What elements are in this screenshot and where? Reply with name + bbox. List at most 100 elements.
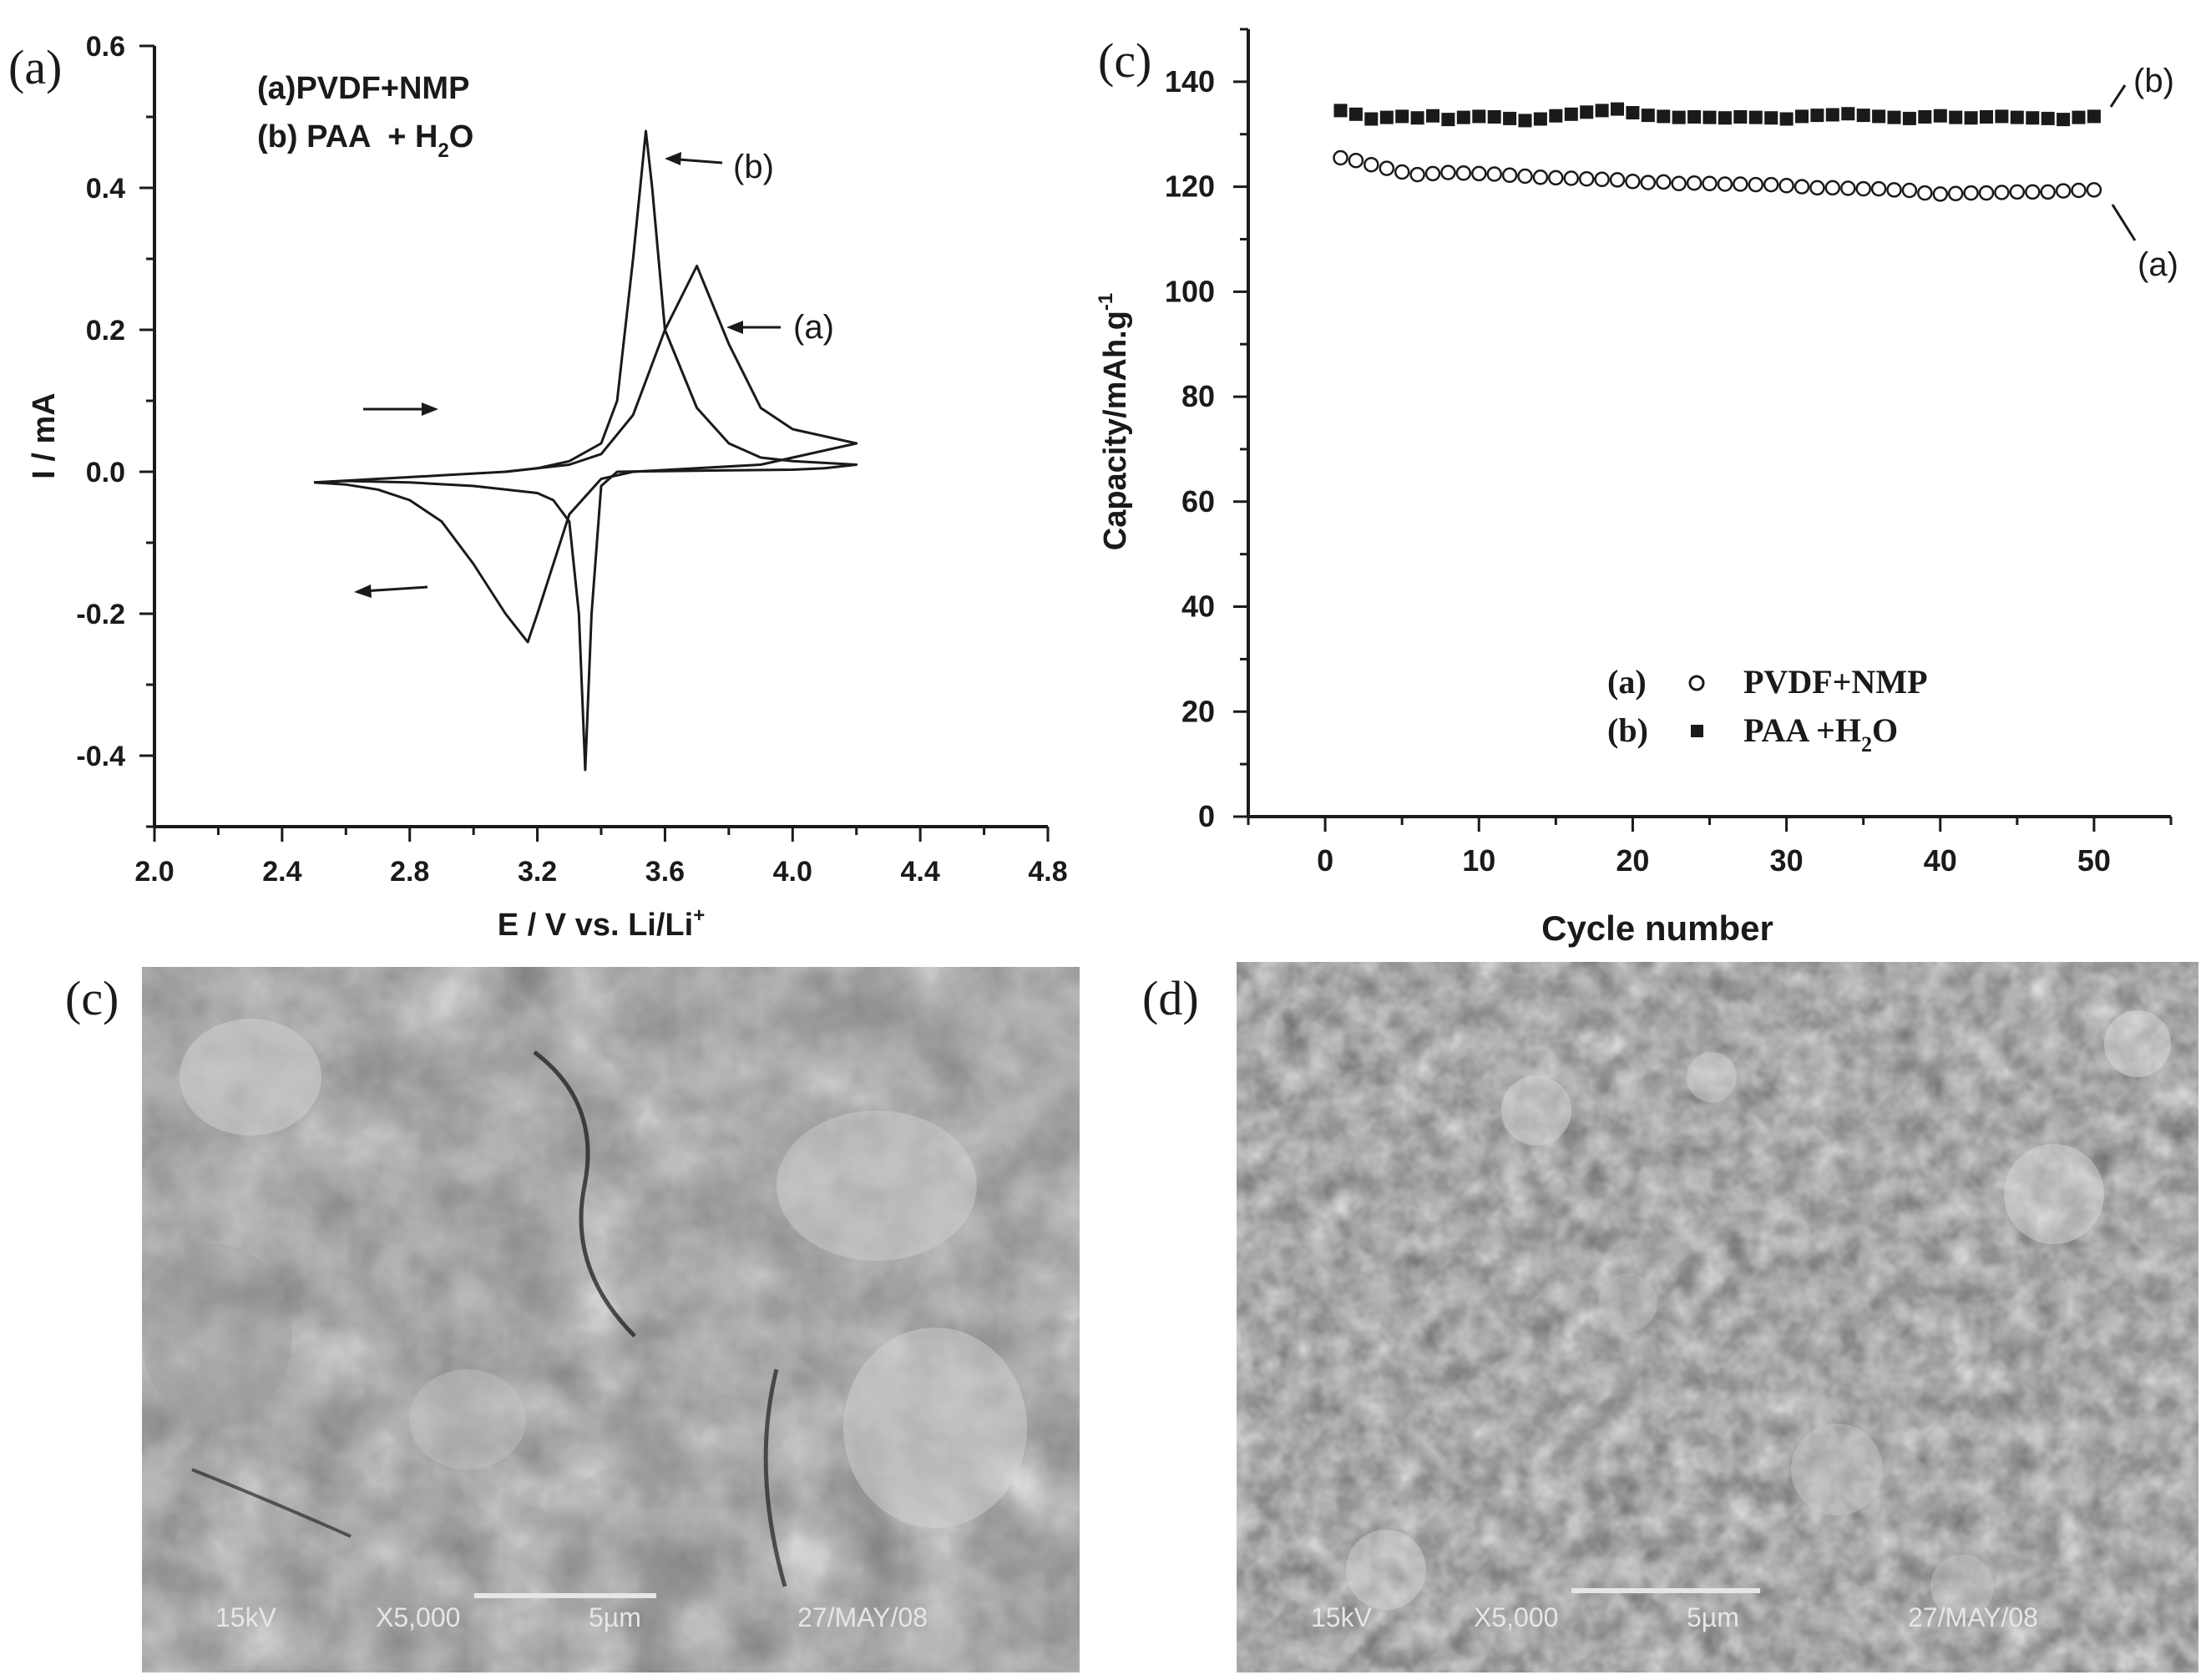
cap-point-paa [1395, 109, 1409, 124]
cap-point-paa [1733, 110, 1748, 124]
cap-point-pvdf [1471, 165, 1487, 182]
cv-x-tick-label: 2.4 [262, 856, 301, 888]
cap-point-paa [1518, 114, 1532, 128]
cap-point-pvdf [2009, 184, 2026, 200]
cv-x-tick-label: 4.8 [1028, 856, 1067, 888]
cap-point-pvdf [1333, 149, 1348, 166]
cap-point-pvdf [2040, 184, 2056, 200]
cap-annotation-a-leader [2111, 204, 2137, 241]
cap-y-ticks: 0 20 40 60 80 100 120 140 [1165, 28, 1248, 833]
cap-point-paa [1703, 110, 1717, 124]
cap-point-pvdf [1733, 176, 1748, 192]
cap-point-pvdf [1809, 180, 1825, 196]
cap-legend-b-label: (b) [1607, 711, 1648, 749]
cap-point-pvdf [2086, 182, 2102, 198]
cap-point-pvdf [1625, 174, 1641, 190]
cap-x-ticks: 0 10 20 30 40 50 [1247, 817, 2173, 878]
cap-point-pvdf [1748, 176, 1764, 193]
cap-point-paa [1718, 111, 1732, 125]
cv-legend-line-a: (a)PVDF+NMP [257, 71, 469, 106]
cap-y-tick-label: 40 [1181, 590, 1215, 624]
sem-image-d-panel: (d) 15kV X5,000 5µm 27/MAY/08 [1142, 962, 2198, 1672]
cap-point-pvdf [1886, 182, 1902, 198]
cap-point-pvdf [1440, 164, 1456, 180]
cap-point-pvdf [1394, 164, 1410, 180]
sem-c-scale-label: 5µm [589, 1602, 641, 1632]
cap-point-paa [1641, 109, 1655, 123]
cv-series-line-a [314, 265, 858, 644]
panel-label-c-top: (c) [1098, 33, 1151, 88]
cap-point-pvdf [1824, 180, 1841, 196]
cap-point-paa [1933, 109, 1947, 123]
cap-point-paa [1626, 106, 1640, 119]
cap-point-paa [1533, 112, 1547, 126]
cv-legend-line-b-sub: 2 [438, 139, 448, 162]
cap-point-paa [2072, 110, 2086, 124]
cap-x-tick-label: 0 [1317, 843, 1333, 878]
cap-y-tick-label: 60 [1181, 484, 1215, 519]
cv-legend-line-b: (b) PAA + H2O [257, 119, 473, 162]
cap-point-paa [1333, 104, 1348, 118]
cv-x-axis-label-sup: + [693, 904, 705, 927]
cv-y-tick-label: -0.2 [76, 599, 125, 630]
cv-y-tick-label: 0.4 [86, 173, 125, 205]
cap-point-paa [1549, 109, 1563, 123]
cap-point-paa [2087, 109, 2101, 124]
cap-legend-b-text-sub: 2 [1861, 732, 1872, 757]
cap-point-paa [2041, 111, 2055, 125]
cv-y-tick-label: 0.6 [86, 31, 125, 63]
cap-point-paa [1872, 109, 1886, 124]
cap-point-pvdf [1702, 175, 1718, 192]
cap-point-paa [1687, 110, 1702, 124]
cap-x-tick-label: 50 [2077, 843, 2111, 878]
cv-annotation-a: (a) [726, 309, 834, 346]
cap-point-pvdf [1424, 165, 1441, 182]
sem-image-c-panel: (c) 15kV X5,000 5µm 27/MAY/08 [65, 967, 1080, 1672]
cap-point-paa [1964, 111, 1978, 125]
cap-point-pvdf [1855, 180, 1871, 197]
cap-y-tick-label: 20 [1181, 694, 1215, 728]
cap-point-paa [1902, 111, 1916, 125]
cap-x-tick-label: 10 [1462, 843, 1495, 878]
cap-point-pvdf [1978, 185, 1995, 201]
cap-point-pvdf [1594, 171, 1610, 188]
cv-y-ticks: -0.4 -0.2 0.0 0.2 0.4 0.6 [76, 31, 154, 828]
cv-series-group [314, 129, 858, 772]
sem-d-voltage: 15kV [1311, 1602, 1373, 1632]
cv-y-tick-label: 0.0 [86, 457, 125, 488]
cv-y-tick-label: 0.2 [86, 315, 125, 347]
cap-annotation-b: (b) [2109, 63, 2174, 108]
cap-point-pvdf [1486, 166, 1502, 182]
cap-point-paa [1856, 109, 1870, 123]
cap-point-paa [1764, 111, 1778, 125]
cap-point-pvdf [1517, 168, 1533, 185]
cap-point-pvdf [2055, 183, 2072, 199]
cap-point-pvdf [2025, 184, 2041, 200]
cap-y-tick-label: 120 [1165, 170, 1215, 204]
cap-y-axis-label: Capacity/mAh.g-1 [1095, 293, 1133, 551]
cap-point-pvdf [1901, 182, 1918, 199]
cap-point-paa [1410, 111, 1424, 125]
cap-annotation-b-text: (b) [2133, 63, 2174, 99]
cap-x-axis-label: Cycle number [1541, 908, 1773, 948]
sem-c-date: 27/MAY/08 [797, 1602, 928, 1632]
cap-point-paa [1657, 109, 1671, 124]
cap-point-pvdf [1870, 180, 1887, 197]
cap-point-paa [1472, 109, 1486, 124]
cap-annotation-b-leader [2109, 84, 2127, 108]
cv-x-tick-label: 2.8 [390, 856, 429, 888]
cv-legend-line-b-text: (b) PAA + H [257, 119, 438, 154]
cap-annotation-a-text: (a) [2138, 246, 2178, 283]
cap-point-paa [1426, 109, 1439, 123]
cap-point-paa [1456, 110, 1470, 124]
cap-point-pvdf [1686, 175, 1703, 191]
cv-series-line-b [314, 129, 858, 772]
cap-point-paa [2026, 111, 2040, 125]
cap-point-paa [1503, 111, 1517, 125]
cv-x-axis-label: E / V vs. Li/Li+ [498, 904, 705, 943]
panel-label-c-sem: (c) [65, 971, 119, 1025]
cap-point-paa [1949, 110, 1963, 124]
cap-point-pvdf [1656, 174, 1672, 190]
cap-point-paa [1825, 108, 1839, 122]
scan-direction-arrow-right [363, 402, 438, 416]
